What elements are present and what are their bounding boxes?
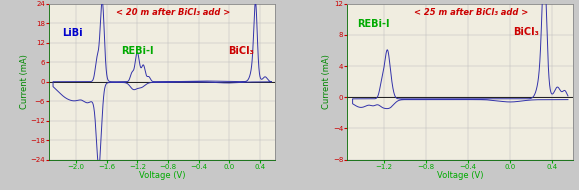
Y-axis label: Current (mA): Current (mA) (20, 54, 29, 109)
Text: < 25 m after BiCl₃ add >: < 25 m after BiCl₃ add > (415, 9, 529, 17)
X-axis label: Voltage (V): Voltage (V) (139, 171, 185, 180)
Text: BiCl₃: BiCl₃ (228, 46, 254, 56)
Text: (b): (b) (307, 0, 327, 1)
Text: BiCl₃: BiCl₃ (513, 27, 539, 37)
Text: LiBi: LiBi (62, 28, 82, 38)
Text: REBi-I: REBi-I (121, 46, 153, 56)
Text: REBi-I: REBi-I (357, 19, 390, 29)
Text: < 20 m after BiCl₃ add >: < 20 m after BiCl₃ add > (116, 9, 230, 17)
Text: (a): (a) (13, 0, 34, 1)
X-axis label: Voltage (V): Voltage (V) (437, 171, 483, 180)
Y-axis label: Current (mA): Current (mA) (323, 54, 331, 109)
